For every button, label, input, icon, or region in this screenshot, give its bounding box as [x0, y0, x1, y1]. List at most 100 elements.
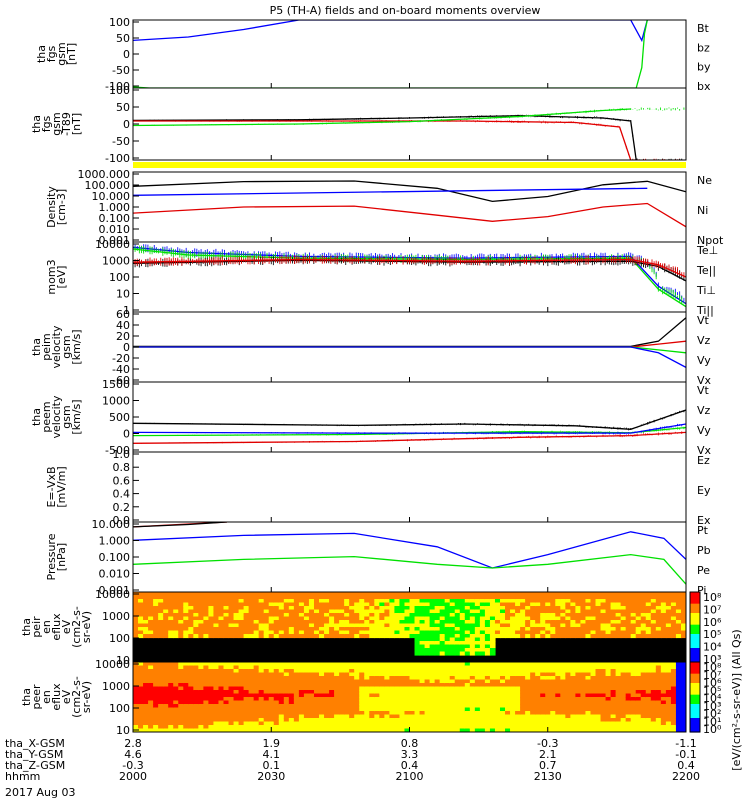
- heatmap-cell: [218, 672, 225, 677]
- heatmap-cell: [665, 609, 672, 614]
- heatmap-cell: [369, 613, 375, 618]
- heatmap-cell: [449, 669, 456, 674]
- colorbar-step: [690, 718, 700, 721]
- heatmap-cell: [379, 693, 385, 698]
- heatmap-cell: [193, 627, 199, 632]
- y-axis-label: [nT]: [65, 43, 78, 65]
- heatmap-cell: [635, 620, 642, 625]
- heatmap-cell: [474, 728, 481, 732]
- heatmap-cell: [148, 595, 154, 600]
- heatmap-cell: [173, 623, 179, 628]
- heatmap-cell: [153, 714, 159, 719]
- x-axis-value: -1.1: [675, 737, 696, 750]
- heatmap-cell: [449, 686, 456, 691]
- heatmap-cell: [223, 711, 230, 716]
- heatmap-cell: [595, 592, 602, 597]
- heatmap-cell: [138, 690, 144, 695]
- heatmap-cell: [258, 665, 265, 670]
- heatmap-cell: [555, 690, 561, 695]
- heatmap-cell: [505, 609, 511, 614]
- heatmap-cell: [308, 707, 315, 712]
- heatmap-cell: [479, 676, 486, 681]
- heatmap-cell: [454, 630, 461, 635]
- heatmap-cell: [449, 627, 456, 632]
- heatmap-cell: [665, 725, 672, 730]
- heatmap-cell: [339, 676, 345, 681]
- heatmap-cell: [183, 620, 189, 625]
- heatmap-cell: [228, 728, 235, 732]
- heatmap-cell: [444, 651, 451, 656]
- heatmap-cell: [298, 627, 305, 632]
- heatmap-cell: [298, 623, 305, 628]
- heatmap-cell: [665, 592, 672, 597]
- heatmap-cell: [484, 690, 491, 695]
- heatmap-cell: [535, 595, 541, 600]
- heatmap-cell: [298, 679, 305, 684]
- heatmap-cell: [600, 606, 607, 611]
- heatmap-cell: [258, 595, 265, 600]
- heatmap-cell: [545, 721, 551, 726]
- legend-Vy: Vy: [697, 424, 711, 437]
- heatmap-cell: [308, 627, 315, 632]
- heatmap-cell: [303, 693, 310, 698]
- colorbar-step: [690, 685, 700, 689]
- heatmap-cell: [243, 721, 250, 726]
- heatmap-cell: [560, 728, 566, 732]
- heatmap-cell: [620, 711, 627, 716]
- x-axis-row-label: tha_Y-GSM: [5, 748, 63, 761]
- heatmap-cell: [525, 616, 531, 621]
- heatmap-cell: [414, 669, 421, 674]
- heatmap-cell: [138, 725, 144, 730]
- heatmap-cell: [218, 616, 225, 621]
- heatmap-cell: [484, 595, 491, 600]
- heatmap-cell: [273, 718, 280, 723]
- heatmap-cell: [424, 669, 431, 674]
- heatmap-cell: [334, 616, 340, 621]
- heatmap-cell: [590, 599, 597, 604]
- heatmap-cell: [494, 704, 501, 709]
- heatmap-cell: [469, 679, 476, 684]
- heatmap-cell: [243, 595, 250, 600]
- heatmap-cell: [193, 669, 199, 674]
- heatmap-cell: [298, 665, 305, 670]
- heatmap-cell: [298, 728, 305, 732]
- heatmap-cell: [213, 690, 220, 695]
- heatmap-cell: [540, 662, 546, 667]
- heatmap-cell: [479, 613, 486, 618]
- heatmap-cell: [364, 613, 370, 618]
- heatmap-cell: [133, 707, 139, 712]
- heatmap-cell: [429, 693, 436, 698]
- heatmap-cell: [168, 634, 174, 639]
- heatmap-cell: [655, 711, 662, 716]
- heatmap-cell: [429, 669, 436, 674]
- heatmap-cell: [655, 634, 662, 639]
- y-tick-label: 100: [109, 16, 130, 29]
- heatmap-cell: [675, 693, 682, 698]
- heatmap-cell: [143, 693, 149, 698]
- heatmap-cell: [293, 609, 300, 614]
- heatmap-cell: [183, 693, 189, 698]
- heatmap-cell: [540, 697, 546, 702]
- heatmap-cell: [198, 714, 204, 719]
- heatmap-cell: [605, 623, 612, 628]
- colorbar-step: [690, 722, 700, 726]
- heatmap-cell: [635, 630, 642, 635]
- heatmap-cell: [394, 662, 401, 667]
- heatmap-cell: [449, 718, 456, 723]
- heatmap-cell: [510, 683, 516, 688]
- heatmap-cell: [630, 676, 637, 681]
- heatmap-cell: [303, 697, 310, 702]
- heatmap-cell: [228, 707, 235, 712]
- heatmap-cell: [414, 728, 421, 732]
- heatmap-cell: [505, 704, 511, 709]
- heatmap-cell: [655, 662, 662, 667]
- heatmap-cell: [665, 623, 672, 628]
- heatmap-cell: [303, 616, 310, 621]
- heatmap-cell: [484, 665, 491, 670]
- heatmap-cell: [560, 683, 566, 688]
- heatmap-cell: [308, 725, 315, 730]
- heatmap-cell: [258, 697, 265, 702]
- heatmap-cell: [218, 609, 225, 614]
- heatmap-cell: [645, 613, 652, 618]
- heatmap-cell: [680, 714, 686, 719]
